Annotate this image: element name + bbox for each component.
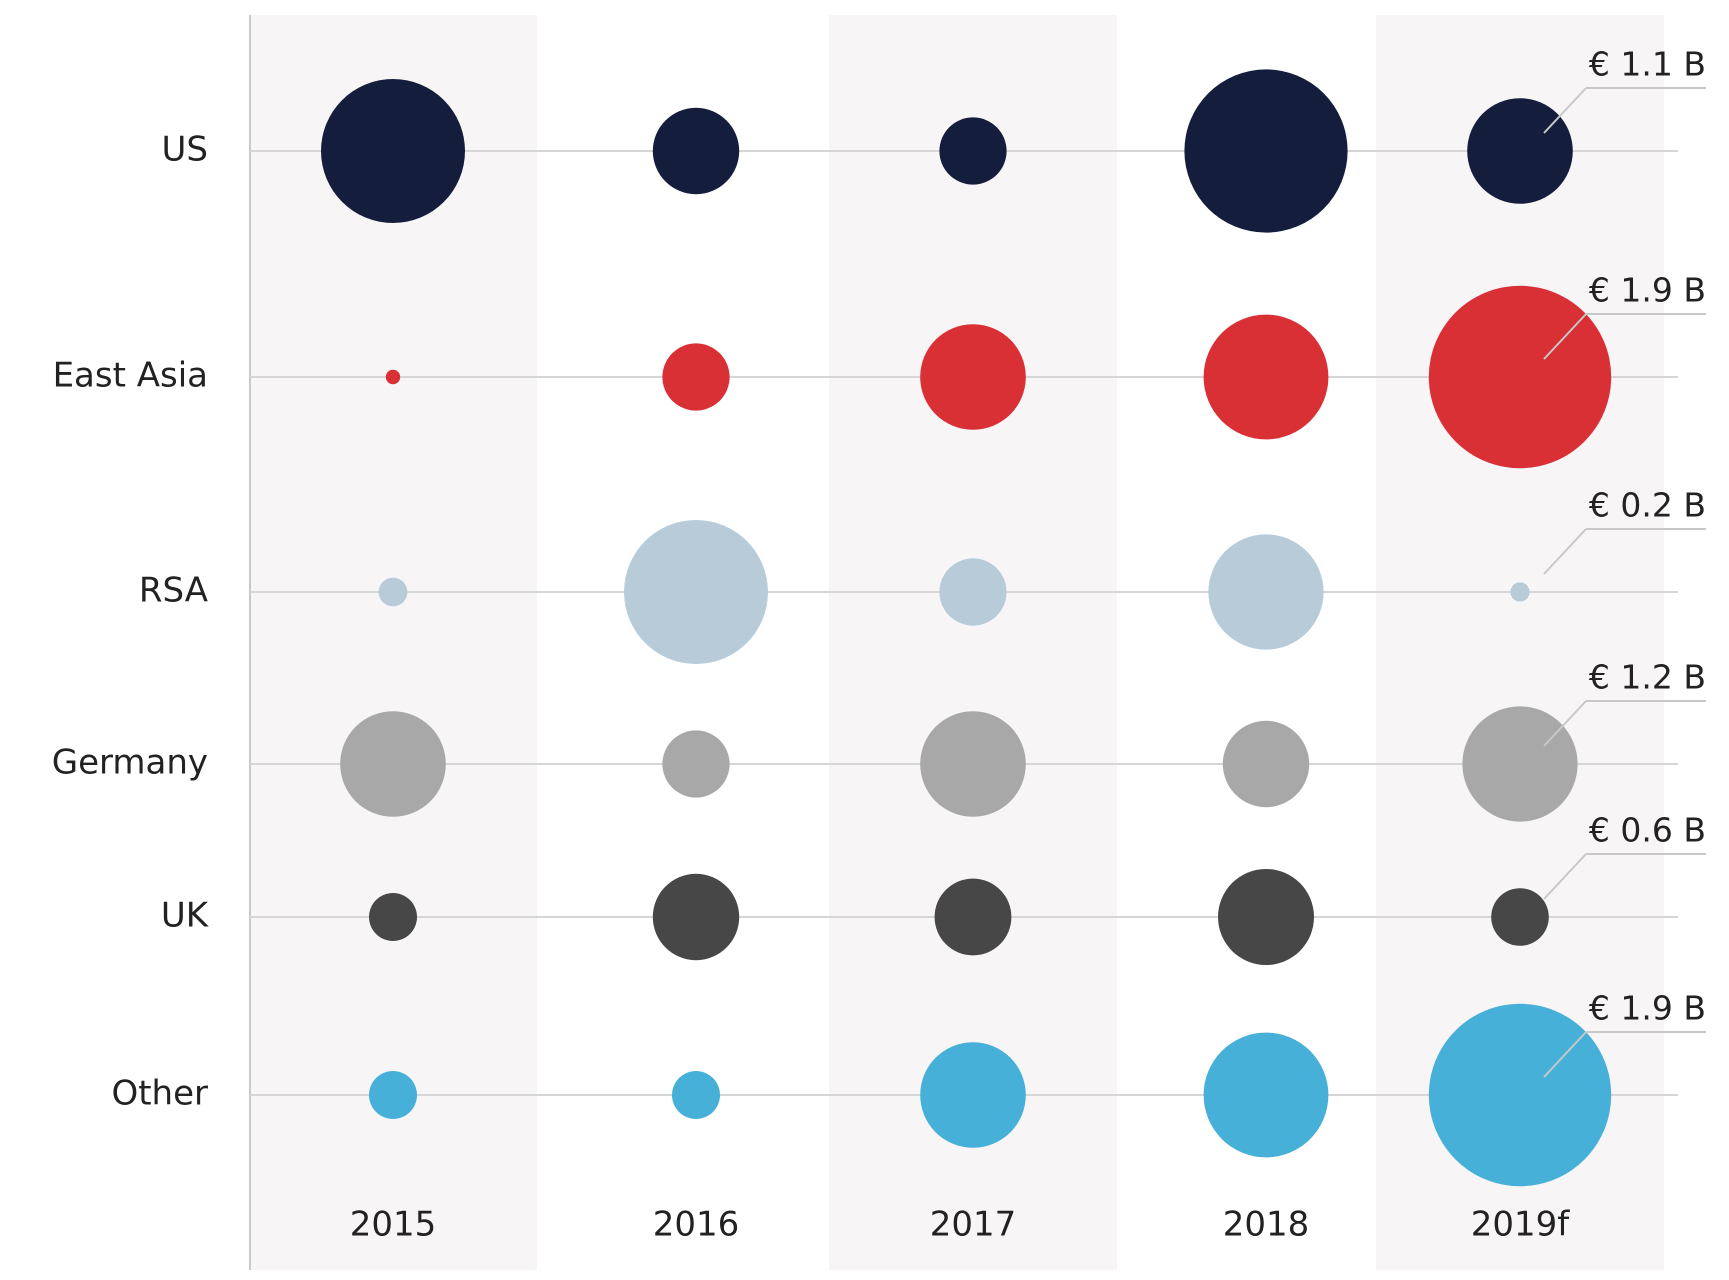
row-label: US bbox=[162, 130, 208, 170]
row-label: Germany bbox=[52, 743, 208, 783]
value-label: € 1.2 B bbox=[1589, 658, 1706, 697]
leader-line bbox=[1543, 1031, 1587, 1078]
value-label: € 0.6 B bbox=[1589, 811, 1706, 850]
row-label: East Asia bbox=[53, 356, 208, 396]
row-label: Other bbox=[111, 1074, 208, 1114]
bubble bbox=[920, 1042, 1026, 1148]
bubble bbox=[672, 1071, 720, 1119]
bubble bbox=[1208, 534, 1324, 650]
x-tick-label: 2018 bbox=[1223, 1205, 1310, 1245]
bubble bbox=[662, 730, 730, 798]
column-band bbox=[250, 15, 537, 1270]
bubble bbox=[340, 711, 446, 817]
bubble bbox=[1491, 888, 1549, 946]
leader-line bbox=[1543, 853, 1587, 900]
bubble bbox=[369, 1071, 417, 1119]
bubble bbox=[1218, 869, 1314, 965]
row-label: UK bbox=[161, 896, 210, 936]
bubble bbox=[1462, 706, 1578, 822]
bubble bbox=[939, 558, 1007, 626]
bubble bbox=[385, 369, 401, 385]
bubble bbox=[378, 577, 408, 607]
value-label: € 1.1 B bbox=[1589, 45, 1706, 84]
leader-line bbox=[1543, 87, 1587, 134]
leader-line bbox=[1543, 700, 1587, 747]
bubble bbox=[939, 117, 1007, 185]
bubble bbox=[1428, 285, 1612, 469]
row-label: RSA bbox=[139, 571, 208, 611]
bubble bbox=[321, 79, 465, 223]
bubble bbox=[369, 893, 417, 941]
x-tick-label: 2016 bbox=[653, 1205, 740, 1245]
bubble bbox=[1510, 582, 1530, 602]
x-tick-label: 2015 bbox=[350, 1205, 437, 1245]
bubble bbox=[1222, 720, 1310, 808]
bubble bbox=[652, 107, 740, 195]
bubble bbox=[624, 520, 768, 664]
value-label: € 1.9 B bbox=[1589, 271, 1706, 310]
bubble bbox=[934, 878, 1012, 956]
bubble bbox=[1467, 98, 1573, 204]
bubble bbox=[1184, 69, 1348, 233]
bubble bbox=[652, 873, 740, 961]
bubble bbox=[662, 343, 730, 411]
value-label: € 0.2 B bbox=[1589, 486, 1706, 525]
bubble bbox=[920, 324, 1026, 430]
leader-line bbox=[1543, 313, 1587, 360]
bubble bbox=[1203, 314, 1329, 440]
x-tick-label: 2019f bbox=[1471, 1205, 1571, 1245]
value-label: € 1.9 B bbox=[1589, 989, 1706, 1028]
x-tick-label: 2017 bbox=[930, 1205, 1017, 1245]
bubble bbox=[1428, 1003, 1612, 1187]
bubble bbox=[1203, 1032, 1329, 1158]
leader-line bbox=[1543, 528, 1587, 575]
bubble bbox=[920, 711, 1026, 817]
